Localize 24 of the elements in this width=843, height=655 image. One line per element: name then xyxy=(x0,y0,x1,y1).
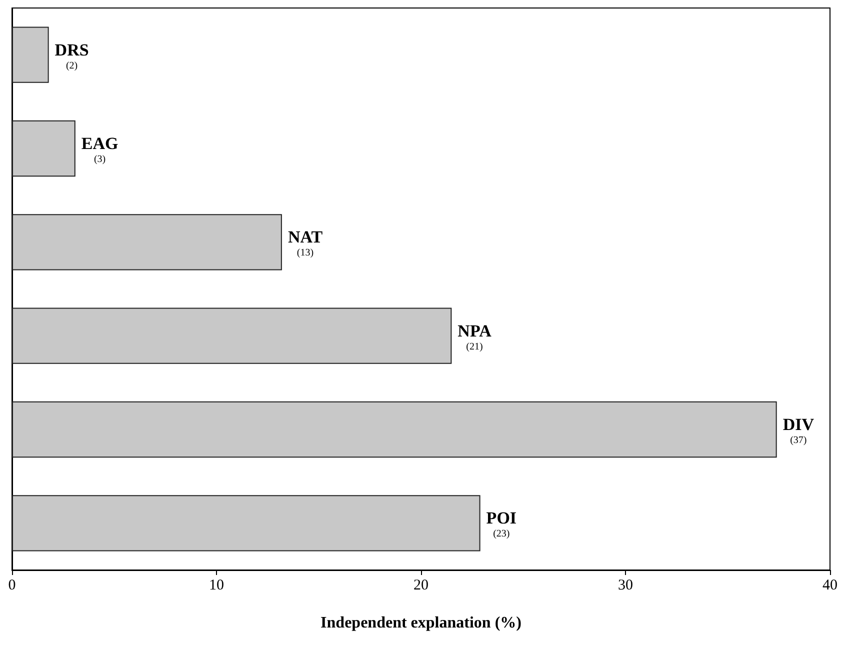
data-label: (23) xyxy=(493,528,510,540)
bar xyxy=(12,401,777,458)
y-tick-label: NAT xyxy=(288,228,324,247)
data-label: (13) xyxy=(296,248,314,259)
data-label: (37) xyxy=(790,435,807,446)
bar xyxy=(12,308,452,364)
data-label: (21) xyxy=(466,341,483,352)
x-tick-label: 30 xyxy=(618,578,633,594)
x-tick-label: 0 xyxy=(8,578,16,594)
y-tick-label: DIV xyxy=(782,415,815,434)
data-label: (3) xyxy=(94,154,106,165)
y-tick-label: EAG xyxy=(81,134,118,153)
x-tick-label: 40 xyxy=(822,578,838,594)
x-tick-label: 20 xyxy=(414,578,428,594)
x-tick-label: 10 xyxy=(209,578,224,594)
y-tick-label: DRS xyxy=(54,40,89,60)
y-tick-label: NPA xyxy=(458,321,492,340)
bar xyxy=(12,26,49,83)
bar xyxy=(12,495,480,552)
bar xyxy=(12,214,282,270)
data-label: (2) xyxy=(66,60,78,72)
bar xyxy=(12,120,76,177)
x-axis-title: Independent explanation (%) xyxy=(320,614,522,632)
y-tick-label: POI xyxy=(486,508,517,528)
